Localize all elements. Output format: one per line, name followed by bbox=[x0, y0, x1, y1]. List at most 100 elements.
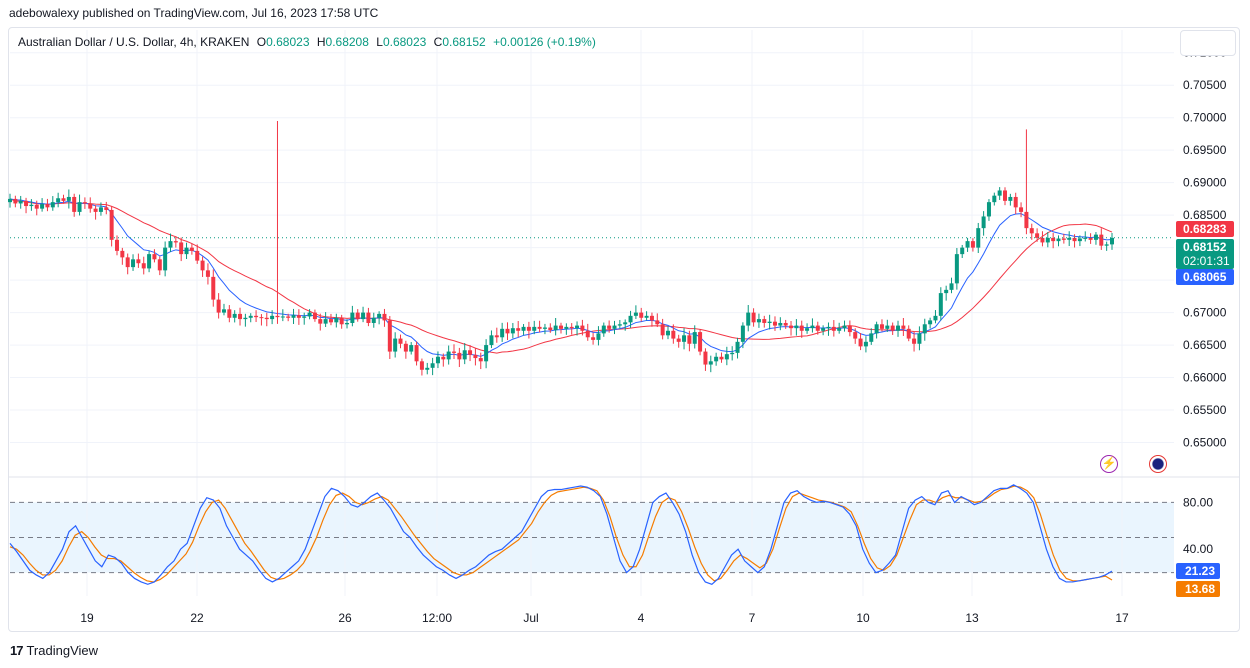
candle-body bbox=[29, 204, 34, 207]
candle-body bbox=[387, 320, 392, 352]
candle-body bbox=[890, 325, 895, 331]
candle-body bbox=[114, 239, 119, 251]
candle-body bbox=[88, 203, 93, 209]
candle-body bbox=[853, 332, 858, 339]
candle-body bbox=[1088, 237, 1093, 240]
candle-body bbox=[152, 254, 157, 260]
candle-body bbox=[564, 326, 569, 329]
price-tick-label: 0.67000 bbox=[1183, 306, 1227, 320]
candle-body bbox=[1013, 196, 1018, 208]
candle-body bbox=[18, 200, 23, 204]
candle-body bbox=[628, 315, 633, 323]
candle-body bbox=[676, 338, 681, 342]
candle-body bbox=[243, 317, 248, 320]
candle-body bbox=[810, 325, 815, 329]
candle-body bbox=[730, 352, 735, 355]
candle-body bbox=[735, 341, 740, 353]
candle-body bbox=[1056, 238, 1061, 242]
low-label: L bbox=[376, 35, 383, 49]
candle-body bbox=[660, 324, 665, 336]
candle-body bbox=[254, 315, 259, 318]
candle-body bbox=[1077, 238, 1082, 242]
candle-body bbox=[361, 312, 366, 320]
candle-body bbox=[521, 326, 526, 331]
candle-body bbox=[425, 367, 430, 370]
candle-body bbox=[350, 312, 355, 323]
price-tick-label: 0.65500 bbox=[1183, 403, 1227, 417]
candle-body bbox=[500, 328, 505, 338]
candle-body bbox=[45, 204, 50, 208]
candle-body bbox=[457, 352, 462, 360]
price-tick-label: 0.70500 bbox=[1183, 78, 1227, 92]
candle-body bbox=[714, 356, 719, 362]
candle-body bbox=[296, 315, 301, 318]
candle-body bbox=[312, 312, 317, 320]
candle-body bbox=[917, 333, 922, 344]
time-tick-label: Jul bbox=[523, 611, 538, 625]
candle-body bbox=[847, 325, 852, 333]
candle-body bbox=[1003, 190, 1008, 201]
candle-body bbox=[227, 309, 232, 318]
price-tag-value: 0.68283 bbox=[1183, 222, 1227, 236]
high-label: H bbox=[316, 35, 326, 49]
candle-body bbox=[24, 200, 29, 207]
candle-body bbox=[489, 335, 494, 346]
time-tick-label: 26 bbox=[338, 611, 352, 625]
candle-body bbox=[559, 325, 563, 329]
candle-body bbox=[863, 341, 868, 347]
stoch-tick-label: 80.00 bbox=[1183, 495, 1213, 509]
candle-body bbox=[1035, 233, 1040, 238]
candle-body bbox=[189, 247, 194, 251]
candle-body bbox=[1067, 237, 1072, 240]
candle-body bbox=[708, 361, 713, 365]
candle-body bbox=[740, 325, 745, 342]
candle-body bbox=[377, 313, 382, 318]
price-tag-box bbox=[1176, 269, 1234, 285]
candle-body bbox=[216, 299, 221, 313]
candle-body bbox=[82, 202, 87, 204]
candle-body bbox=[869, 333, 874, 342]
candle-body bbox=[922, 324, 927, 334]
candle-body bbox=[462, 350, 467, 360]
candle-body bbox=[345, 322, 350, 325]
candle-body bbox=[205, 270, 210, 277]
low-value: 0.68023 bbox=[382, 35, 427, 49]
candle-body bbox=[264, 317, 269, 320]
candle-body bbox=[842, 325, 847, 329]
flag-icon[interactable] bbox=[1149, 455, 1167, 473]
candle-body bbox=[617, 324, 622, 326]
candle-body bbox=[468, 350, 473, 355]
candle-body bbox=[484, 345, 489, 362]
candle-body bbox=[992, 195, 997, 203]
lightning-icon[interactable]: ⚡ bbox=[1100, 455, 1118, 473]
candle-body bbox=[997, 190, 1002, 196]
candle-body bbox=[986, 202, 991, 217]
candle-body bbox=[591, 337, 596, 340]
candle-body bbox=[232, 313, 237, 318]
candle-body bbox=[831, 326, 836, 331]
candle-body bbox=[879, 324, 884, 329]
candle-body bbox=[799, 325, 804, 331]
candle-body bbox=[671, 330, 676, 339]
price-tick-label: 0.66000 bbox=[1183, 371, 1227, 385]
candle-body bbox=[93, 208, 98, 212]
symbol-legend: Australian Dollar / U.S. Dollar, 4h, KRA… bbox=[18, 35, 596, 49]
candle-body bbox=[537, 326, 542, 329]
time-axis: 19 22 26 12:00 Jul 4 7 10 13 17 bbox=[80, 611, 1129, 625]
candle-body bbox=[821, 328, 826, 331]
stoch-value-label: 21.23 bbox=[1185, 564, 1215, 578]
candle-body bbox=[339, 317, 344, 325]
candle-body bbox=[548, 327, 553, 331]
candle-body bbox=[644, 315, 649, 318]
scale-settings-button[interactable] bbox=[1180, 30, 1236, 56]
candle-body bbox=[66, 196, 71, 201]
candle-body bbox=[633, 312, 638, 316]
candle-body bbox=[906, 328, 911, 339]
candle-body bbox=[238, 313, 243, 320]
open-label: O bbox=[256, 35, 267, 49]
brand-name: TradingView bbox=[26, 643, 99, 658]
candle-body bbox=[505, 328, 510, 334]
stoch-tick-label: 40.00 bbox=[1183, 542, 1213, 556]
candle-body bbox=[805, 328, 810, 331]
